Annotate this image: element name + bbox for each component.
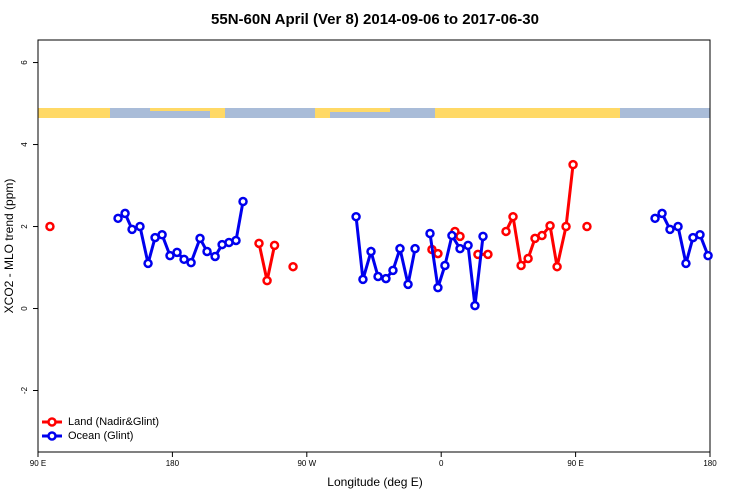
point: [358, 274, 368, 285]
point: [561, 221, 571, 232]
point: [523, 253, 533, 264]
point: [45, 221, 55, 232]
x-tick-label: 180: [703, 459, 717, 468]
point: [238, 196, 248, 207]
point: [410, 243, 420, 254]
point: [403, 279, 413, 290]
point: [650, 213, 660, 224]
map-band: [38, 108, 710, 118]
point: [478, 231, 488, 242]
plot-frame: [37, 39, 711, 453]
point: [433, 282, 443, 293]
point: [545, 220, 555, 231]
point: [179, 254, 189, 265]
point: [254, 238, 264, 249]
point: [351, 211, 361, 222]
point: [157, 229, 167, 240]
y-tick-label: 2: [20, 224, 29, 229]
x-tick-label: 90 E: [567, 459, 583, 468]
point: [366, 246, 376, 257]
point: [288, 261, 298, 272]
point: [113, 213, 123, 224]
point: [388, 265, 398, 276]
point: [657, 208, 667, 219]
x-tick-label: 90 E: [30, 459, 46, 468]
chart-title: 55N-60N April (Ver 8) 2014-09-06 to 2017…: [211, 11, 539, 28]
point: [552, 261, 562, 272]
point: [447, 230, 457, 241]
x-tick-label: 180: [166, 459, 180, 468]
point: [568, 159, 578, 170]
point: [695, 229, 705, 240]
point: [210, 251, 220, 262]
point: [186, 257, 196, 268]
point: [582, 221, 592, 232]
series-line: [259, 165, 587, 281]
legend-label: Land (Nadir&Glint): [68, 416, 159, 428]
point: [231, 235, 241, 246]
point: [703, 250, 713, 261]
point: [483, 249, 493, 260]
point: [373, 271, 383, 282]
legend-marker: [47, 431, 57, 441]
point: [433, 248, 443, 259]
y-tick-label: 4: [20, 142, 29, 147]
x-tick-label: 90 W: [297, 459, 316, 468]
legend-marker: [47, 417, 57, 427]
point: [681, 258, 691, 269]
point: [440, 260, 450, 271]
point: [127, 224, 137, 235]
point: [195, 233, 205, 244]
y-tick-label: 0: [20, 306, 29, 311]
point: [172, 247, 182, 258]
legend-label: Ocean (Glint): [68, 430, 133, 442]
point: [395, 243, 405, 254]
point: [665, 224, 675, 235]
point: [425, 228, 435, 239]
x-axis-label: Longitude (deg E): [327, 475, 422, 489]
point: [269, 240, 280, 251]
y-tick-label: -2: [20, 386, 29, 394]
x-tick-label: 0: [439, 459, 444, 468]
point: [165, 250, 175, 261]
point: [673, 221, 683, 232]
y-tick-label: 6: [20, 60, 29, 65]
point: [262, 275, 272, 286]
point: [508, 211, 518, 222]
point: [516, 260, 526, 271]
point: [455, 243, 465, 254]
point: [470, 300, 480, 311]
point: [381, 273, 391, 284]
point: [463, 240, 473, 251]
point: [143, 258, 153, 269]
point: [455, 231, 465, 242]
point: [120, 208, 130, 219]
y-axis-label: XCO2 - MLO trend (ppm): [2, 179, 16, 314]
point: [202, 246, 212, 257]
point: [537, 230, 547, 241]
point: [501, 226, 511, 237]
point: [135, 221, 145, 232]
